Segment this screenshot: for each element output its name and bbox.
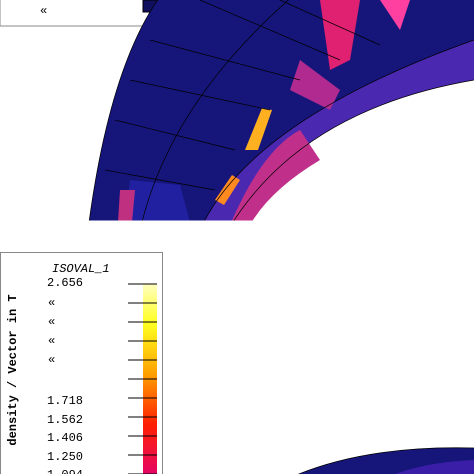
legend-value: 1.094 (47, 468, 83, 474)
top-legend: « (0, 0, 163, 27)
legend-value: 1.406 (47, 431, 83, 445)
legend-value: 2.656 (47, 276, 83, 290)
legend: ISOVAL_1 density / Vector in T « « « « 2.65… (0, 252, 163, 474)
svg-text:«: « (40, 4, 47, 18)
legend-dots: « « « « (48, 296, 55, 367)
bottom-ring (298, 447, 474, 474)
top-ring (0, 0, 474, 222)
legend-value: 1.250 (47, 450, 83, 464)
legend-axis-label: density / Vector in T (6, 294, 20, 445)
svg-text:«: « (48, 296, 55, 310)
legend-title: ISOVAL_1 (52, 262, 110, 276)
svg-text:«: « (48, 315, 55, 329)
legend-value: 1.718 (47, 394, 83, 408)
svg-text:«: « (48, 334, 55, 348)
svg-text:«: « (48, 353, 55, 367)
legend-value: 1.562 (47, 413, 83, 427)
colorbar-ticks (128, 283, 157, 474)
